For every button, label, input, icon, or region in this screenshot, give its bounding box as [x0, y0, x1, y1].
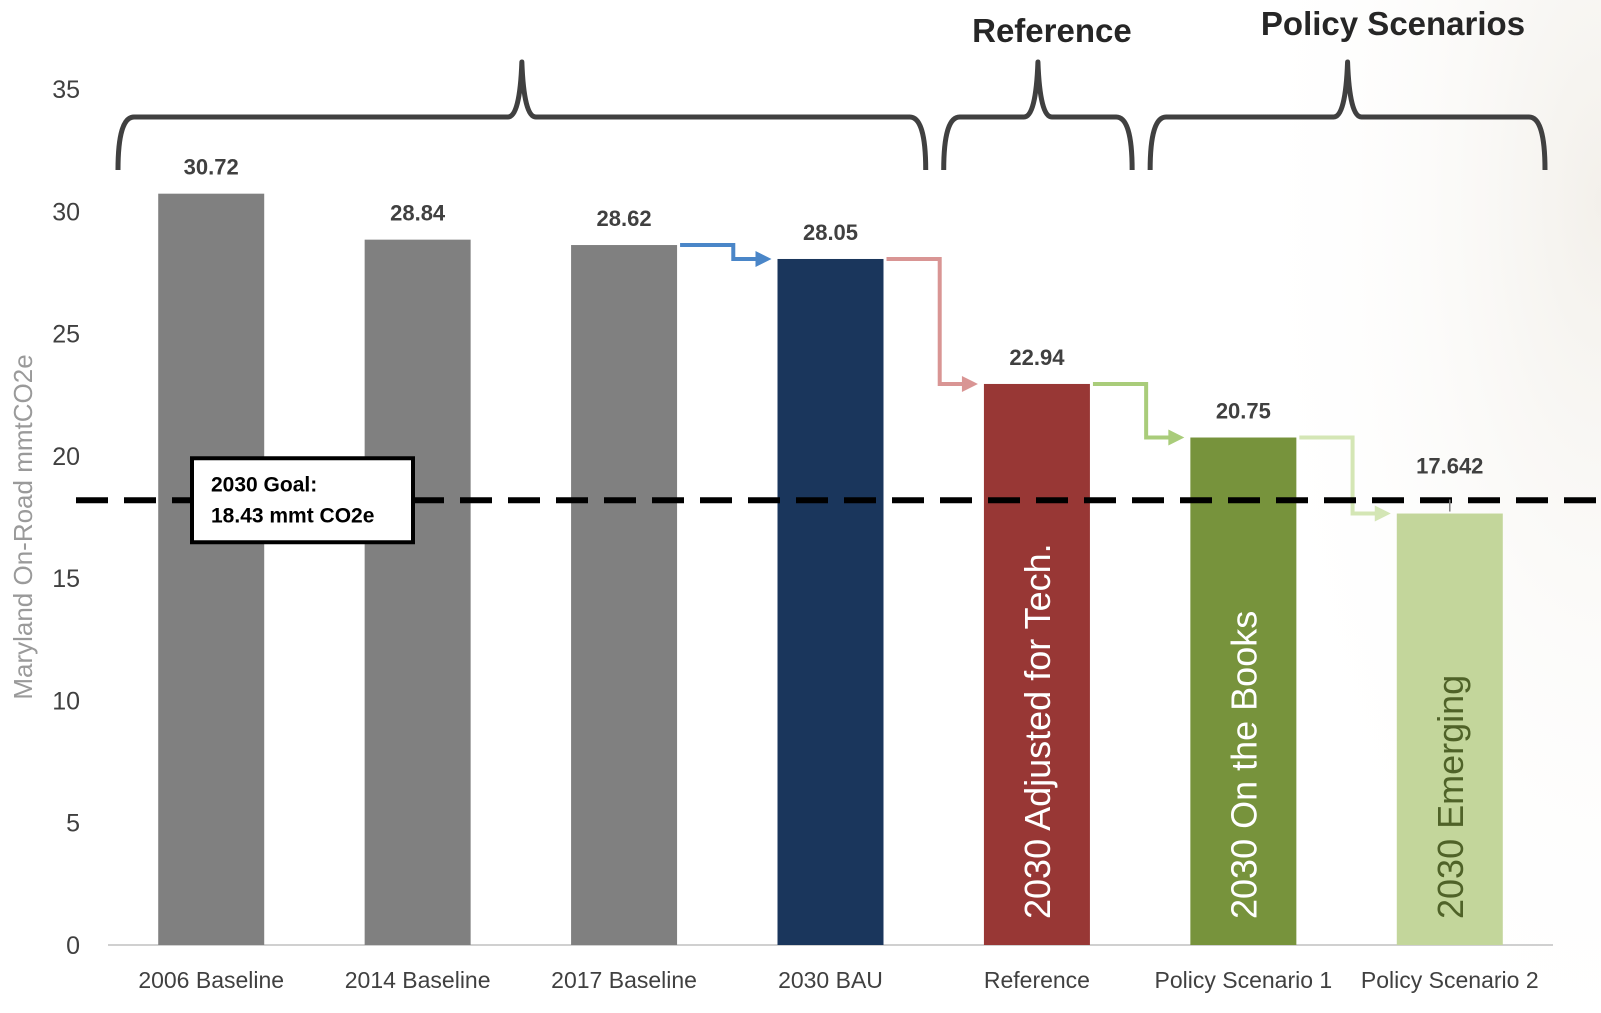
bars [158, 193, 1503, 946]
bar [1396, 513, 1503, 945]
bar-inner-label: 2030 On the Books [1223, 611, 1264, 919]
step-arrow [886, 256, 964, 386]
data-label: 28.62 [597, 206, 652, 231]
y-tick-label: 35 [52, 76, 80, 104]
group-brace [115, 59, 929, 171]
x-tick-label: 2030 BAU [778, 967, 883, 993]
goal-label-box [190, 456, 415, 545]
goal-label-line1: 2030 Goal: [211, 473, 317, 496]
data-label: 28.84 [390, 201, 446, 226]
bar [777, 258, 884, 945]
y-tick-label: 5 [66, 810, 80, 838]
step-arrow [680, 243, 758, 261]
y-tick-label: 10 [52, 687, 80, 715]
data-label: 28.05 [803, 220, 858, 245]
step-arrow-head [1374, 505, 1391, 522]
step-arrow-head [755, 250, 772, 267]
data-label: 20.75 [1216, 399, 1271, 424]
bar [1190, 437, 1297, 945]
data-label: 17.642 [1416, 454, 1483, 479]
y-tick-label: 15 [52, 565, 80, 593]
y-tick-label: 30 [52, 198, 80, 226]
bar-inner-label: 2030 Adjusted for Tech. [1017, 543, 1058, 919]
step-arrow-head [961, 375, 978, 392]
x-tick-label: 2014 Baseline [345, 967, 491, 993]
goal-line-group: 2030 Goal: 18.43 mmt CO2e [76, 456, 1601, 545]
data-label: 22.94 [1009, 345, 1065, 370]
x-tick-label: Policy Scenario 2 [1361, 967, 1539, 993]
group-title: Policy Scenarios [1261, 5, 1525, 42]
bar-inner-label: 2030 Emerging [1430, 675, 1471, 919]
y-axis-label: Maryland On-Road mmtCO2e [8, 354, 38, 699]
step-arrow-head [1168, 429, 1185, 446]
y-tick-label: 20 [52, 443, 80, 471]
step-arrows [680, 243, 1391, 522]
step-arrow [1299, 435, 1377, 516]
group-brace [1147, 59, 1548, 171]
bar [158, 193, 265, 945]
bar [983, 383, 1090, 946]
y-tick-label: 0 [66, 932, 80, 960]
goal-label-line2: 18.43 mmt CO2e [211, 504, 374, 527]
group-title: Reference [972, 12, 1132, 49]
labels: 30.72 2006 Baseline 28.84 2014 Baseline 28.6… [138, 155, 1538, 993]
group-braces: Reference Policy Scenarios [115, 5, 1548, 171]
bar [364, 239, 471, 945]
x-tick-label: Policy Scenario 1 [1155, 967, 1333, 993]
y-tick-label: 25 [52, 321, 80, 349]
group-brace [941, 59, 1135, 171]
step-arrow [1092, 381, 1171, 440]
x-tick-label: 2006 Baseline [138, 967, 284, 993]
data-label: 30.72 [184, 155, 239, 180]
x-tick-label: Reference [984, 967, 1090, 993]
x-tick-label: 2017 Baseline [551, 967, 697, 993]
bar [571, 245, 678, 946]
